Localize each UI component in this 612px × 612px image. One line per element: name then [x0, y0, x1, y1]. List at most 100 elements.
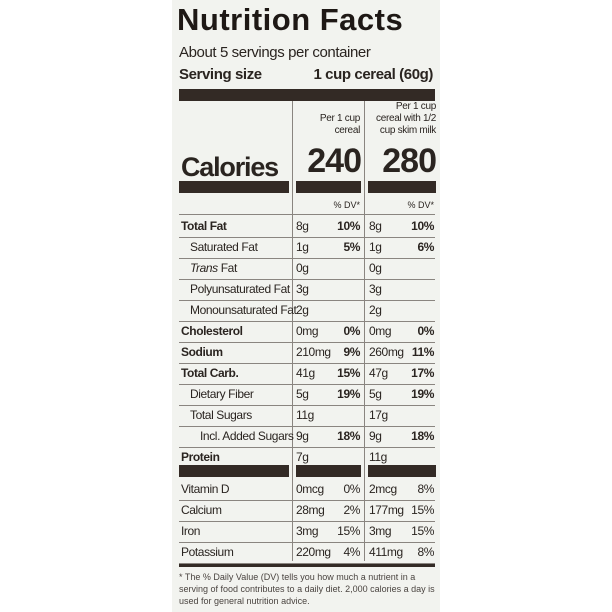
amount: 17g	[369, 408, 388, 422]
bottom-rule	[179, 563, 435, 567]
nutrient-name: Cholesterol	[181, 324, 243, 338]
amount: 9g	[296, 429, 309, 443]
nutrient-name: Calcium	[181, 503, 222, 517]
row-rule	[179, 237, 435, 238]
amount: 0g	[369, 261, 382, 275]
amount: 1g	[296, 240, 309, 254]
thick-rule	[296, 465, 361, 477]
daily-value: 15%	[337, 366, 360, 380]
column-header: Per 1 cup cereal	[319, 113, 360, 136]
amount: 0mcg	[296, 482, 324, 496]
thick-rule	[179, 465, 289, 477]
calories-value: 240	[307, 142, 362, 180]
daily-value: 18%	[411, 429, 434, 443]
daily-value: 5%	[343, 240, 360, 254]
amount: 8g	[296, 219, 309, 233]
row-rule	[179, 384, 435, 385]
calories-rule	[296, 181, 361, 193]
amount: 11g	[296, 408, 314, 422]
daily-value: 15%	[337, 524, 360, 538]
serving-label: Serving size	[179, 66, 262, 83]
thick-rule	[179, 89, 435, 101]
nutrient-name: Monounsaturated Fat	[190, 303, 297, 317]
amount: 41g	[296, 366, 315, 380]
daily-value: 0%	[343, 482, 360, 496]
nutrient-name: Trans Fat	[190, 261, 237, 275]
daily-value: 0%	[417, 324, 434, 338]
row-rule	[179, 405, 435, 406]
daily-value: 2%	[343, 503, 360, 517]
serving-value: 1 cup cereal (60g)	[313, 66, 433, 83]
daily-value: 10%	[411, 219, 434, 233]
amount: 220mg	[296, 545, 331, 559]
daily-value: 19%	[337, 387, 360, 401]
nutrient-name: Polyunsaturated Fat	[190, 282, 290, 296]
amount: 0g	[296, 261, 309, 275]
amount: 2mcg	[369, 482, 397, 496]
daily-value: 17%	[411, 366, 434, 380]
calories-label: Calories	[181, 152, 279, 182]
nutrient-name: Protein	[181, 450, 220, 464]
amount: 0mg	[369, 324, 392, 338]
nutrient-name-rest: Fat	[220, 261, 238, 275]
daily-value: 15%	[411, 503, 434, 517]
row-rule	[179, 521, 435, 522]
daily-value: 8%	[417, 545, 434, 559]
dv-header: % DV*	[407, 200, 434, 210]
title: Nutrition Facts	[177, 2, 404, 37]
daily-value: 4%	[343, 545, 360, 559]
footnote: * The % Daily Value (DV) tells you how m…	[179, 572, 435, 606]
nutrient-name: Dietary Fiber	[190, 387, 254, 401]
calories-rule	[179, 181, 289, 193]
nutrition-label	[172, 0, 440, 612]
row-rule	[179, 321, 435, 322]
row-rule	[179, 342, 435, 343]
nutrient-name: Vitamin D	[181, 482, 230, 496]
row-rule	[179, 279, 435, 280]
nutrient-name-italic: Trans	[190, 261, 218, 275]
column-header: Per 1 cup cereal with 1/2 cup skim milk	[376, 101, 436, 136]
amount: 9g	[369, 429, 382, 443]
amount: 47g	[369, 366, 388, 380]
daily-value: 10%	[337, 219, 360, 233]
amount: 3g	[369, 282, 382, 296]
amount: 8g	[369, 219, 382, 233]
amount: 2g	[369, 303, 382, 317]
amount: 0mg	[296, 324, 319, 338]
nutrient-name: Total Fat	[181, 219, 227, 233]
amount: 5g	[296, 387, 309, 401]
nutrient-name: Total Sugars	[190, 408, 252, 422]
daily-value: 11%	[411, 345, 435, 359]
daily-value: 6%	[417, 240, 434, 254]
row-rule	[179, 447, 435, 448]
daily-value: 0%	[343, 324, 360, 338]
column-rule	[364, 101, 365, 561]
servings: About 5 servings per container	[179, 44, 371, 61]
amount: 210mg	[296, 345, 331, 359]
amount: 1g	[369, 240, 382, 254]
amount: 411mg	[369, 545, 403, 559]
row-rule	[179, 500, 435, 501]
amount: 28mg	[296, 503, 325, 517]
thick-rule	[368, 465, 436, 477]
amount: 3mg	[296, 524, 319, 538]
daily-value: 15%	[411, 524, 434, 538]
daily-value: 8%	[417, 482, 434, 496]
amount: 11g	[369, 450, 387, 464]
daily-value: 19%	[411, 387, 434, 401]
nutrient-name: Iron	[181, 524, 201, 538]
calories-value: 280	[382, 142, 437, 180]
row-rule	[179, 300, 435, 301]
column-rule	[292, 101, 293, 561]
nutrient-name: Potassium	[181, 545, 234, 559]
daily-value: 9%	[343, 345, 360, 359]
nutrient-name: Total Carb.	[181, 366, 239, 380]
amount: 7g	[296, 450, 309, 464]
dv-header: % DV*	[333, 200, 360, 210]
nutrient-name: Incl. Added Sugars	[200, 429, 294, 443]
nutrient-name: Sodium	[181, 345, 223, 359]
amount: 5g	[369, 387, 382, 401]
row-rule	[179, 214, 435, 215]
amount: 260mg	[369, 345, 404, 359]
